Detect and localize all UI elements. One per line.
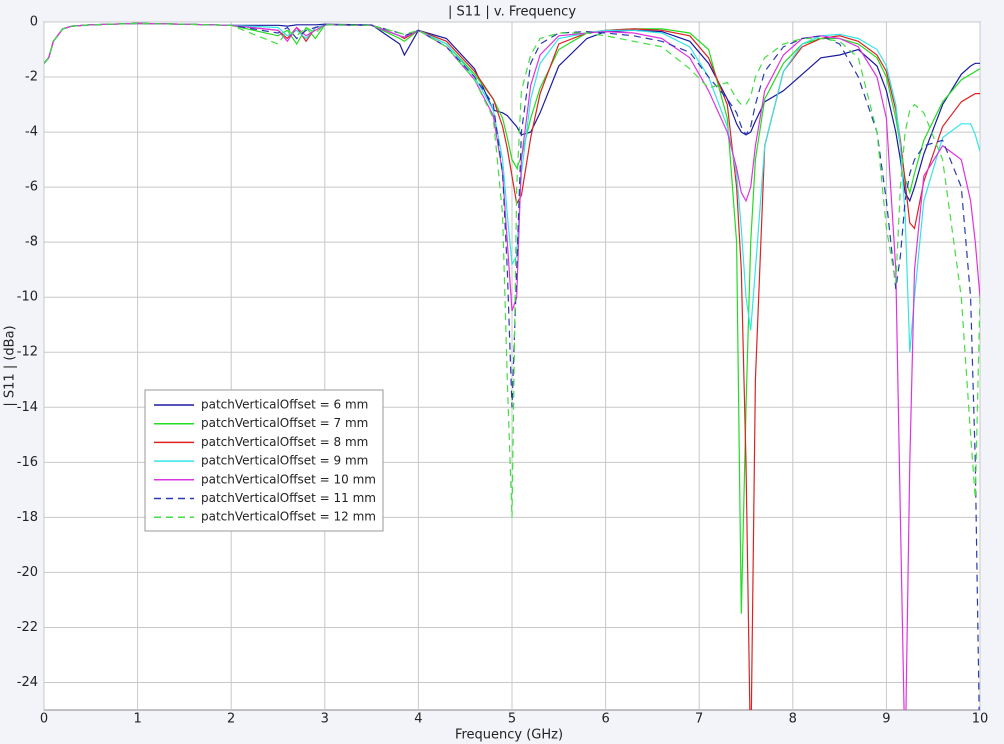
- x-tick-label: 7: [695, 712, 703, 727]
- legend-label: patchVerticalOffset = 8 mm: [201, 435, 368, 449]
- x-tick-label: 4: [414, 712, 422, 727]
- x-axis-label: Frequency (GHz): [455, 728, 563, 743]
- x-tick-label: 8: [789, 712, 797, 727]
- legend-label: patchVerticalOffset = 11 mm: [201, 491, 376, 505]
- legend-label: patchVerticalOffset = 12 mm: [201, 510, 376, 524]
- y-tick-label: -24: [17, 675, 38, 690]
- y-tick-label: -12: [17, 345, 38, 360]
- x-tick-label: 2: [227, 712, 235, 727]
- series-line: [44, 22, 980, 203]
- x-tick-label: 1: [133, 712, 141, 727]
- y-tick-label: -10: [17, 290, 38, 305]
- legend-label: patchVerticalOffset = 9 mm: [201, 454, 368, 468]
- y-tick-label: -8: [25, 235, 38, 250]
- y-tick-label: -6: [25, 180, 38, 195]
- legend-label: patchVerticalOffset = 6 mm: [201, 398, 368, 412]
- x-tick-label: 10: [972, 712, 989, 727]
- y-axis-label: | S11 | (dBa): [3, 325, 18, 406]
- chart-title: | S11 | v. Frequency: [448, 5, 576, 20]
- y-tick-label: 0: [30, 15, 38, 30]
- y-tick-label: -20: [17, 565, 38, 580]
- series-line: [44, 22, 980, 710]
- y-tick-label: -16: [17, 455, 38, 470]
- legend: patchVerticalOffset = 6 mm patchVerticalO…: [144, 389, 384, 532]
- legend-label: patchVerticalOffset = 7 mm: [201, 416, 368, 430]
- y-tick-label: -4: [25, 125, 38, 140]
- x-tick-label: 3: [321, 712, 329, 727]
- y-tick-label: -2: [25, 70, 38, 85]
- y-tick-label: -14: [17, 400, 38, 415]
- y-tick-label: -18: [17, 510, 38, 525]
- x-tick-label: 0: [40, 712, 48, 727]
- legend-label: patchVerticalOffset = 10 mm: [201, 472, 376, 486]
- x-tick-label: 6: [601, 712, 609, 727]
- y-tick-label: -22: [17, 620, 38, 635]
- x-tick-label: 9: [882, 712, 890, 727]
- lines: [44, 22, 980, 710]
- series-line: [44, 22, 980, 518]
- x-tick-label: 5: [508, 712, 516, 727]
